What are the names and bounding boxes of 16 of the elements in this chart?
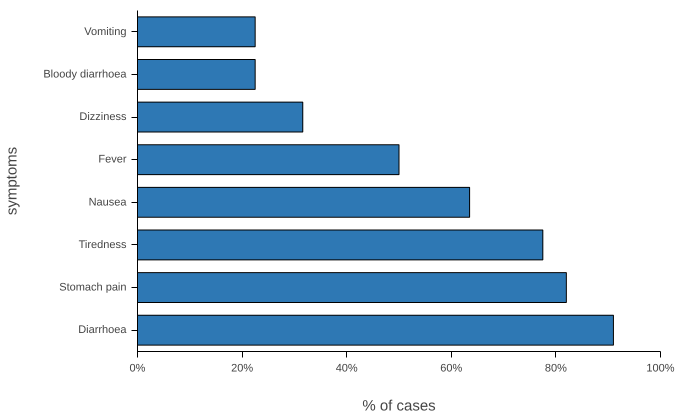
x-tick-label: 40% — [336, 362, 358, 374]
x-axis-title: % of cases — [362, 398, 436, 414]
y-tick-label: Bloody diarrhoea — [43, 68, 128, 80]
x-tick-label: 20% — [231, 362, 254, 374]
x-tick-label: 100% — [646, 362, 675, 374]
y-tick-label: Stomach pain — [59, 282, 127, 294]
y-tick-label: Nausea — [88, 196, 128, 208]
x-tick-label: 0% — [130, 362, 146, 374]
y-tick-label: Vomiting — [84, 26, 127, 38]
y-tick-label: Tiredness — [78, 238, 127, 251]
y-axis-title: symptoms — [3, 146, 20, 216]
x-tick-label: 60% — [440, 362, 463, 374]
x-tick-label: 80% — [544, 362, 568, 374]
y-tick-label: Diarrhoea — [78, 324, 128, 336]
y-tick-label: Dizziness — [79, 111, 127, 124]
y-tick-label: Fever — [98, 154, 127, 166]
